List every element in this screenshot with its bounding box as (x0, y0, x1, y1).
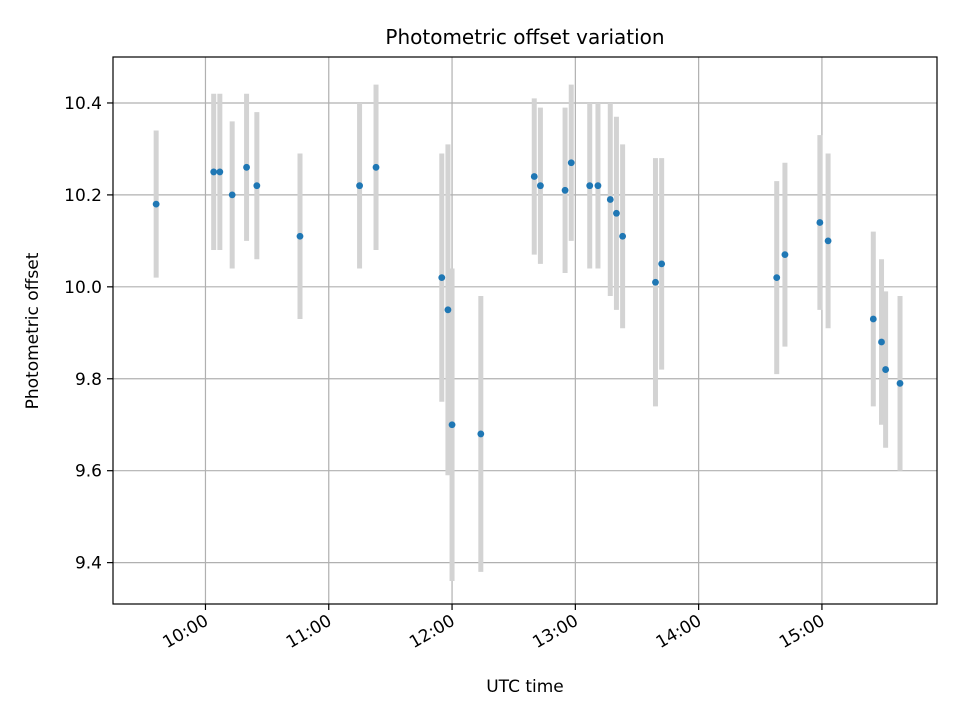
data-point (561, 186, 569, 194)
x-axis: 10:00 11:00 12:00 13:00 14:00 15:00 (160, 604, 828, 653)
data-point (658, 260, 666, 268)
y-tick-label: 10.2 (64, 186, 102, 206)
x-tick-label: 13:00 (529, 611, 581, 653)
data-point (152, 200, 160, 208)
data-point (253, 182, 261, 190)
data-point (878, 338, 885, 346)
y-tick-label: 9.8 (75, 370, 102, 390)
data-point (216, 168, 224, 176)
data-point (530, 173, 538, 180)
data-point (243, 163, 250, 171)
y-tick-label: 10.0 (64, 278, 102, 298)
x-tick-label: 10:00 (160, 611, 212, 653)
data-point (773, 274, 781, 282)
data-point (586, 182, 594, 190)
x-tick-label: 15:00 (776, 611, 828, 653)
data-point (869, 315, 877, 323)
x-tick-label: 12:00 (406, 611, 458, 653)
data-point (438, 274, 446, 282)
data-point (372, 163, 380, 171)
y-tick-label: 9.4 (75, 554, 102, 574)
data-point (448, 421, 456, 429)
data-point (444, 306, 452, 314)
data-point (567, 159, 575, 167)
data-point (619, 232, 627, 240)
error-bars (153, 84, 903, 582)
data-point (896, 379, 904, 387)
grid-lines (113, 57, 937, 604)
data-point (613, 209, 620, 217)
data-point (228, 191, 236, 199)
x-tick-label: 11:00 (283, 611, 335, 653)
data-point (594, 182, 602, 190)
data-point (477, 430, 485, 438)
data-point (606, 196, 614, 203)
data-point (537, 182, 544, 190)
data-point (781, 251, 789, 259)
data-markers (152, 159, 904, 438)
y-tick-label: 10.4 (64, 94, 102, 114)
y-tick-label: 9.6 (75, 462, 102, 482)
plot-frame (112, 56, 938, 605)
data-point (296, 232, 304, 240)
data-point (882, 366, 890, 373)
data-point (652, 278, 659, 286)
data-point (356, 182, 363, 190)
y-axis-label: Photometric offset (23, 252, 43, 409)
data-point (210, 168, 218, 176)
x-tick-label: 14:00 (653, 611, 705, 653)
data-point (816, 219, 824, 226)
x-axis-label: UTC time (486, 677, 564, 697)
data-point (824, 237, 832, 245)
y-axis: 9.4 9.6 9.8 10.0 10.2 10.4 (64, 94, 113, 574)
chart-title: Photometric offset variation (385, 25, 664, 49)
